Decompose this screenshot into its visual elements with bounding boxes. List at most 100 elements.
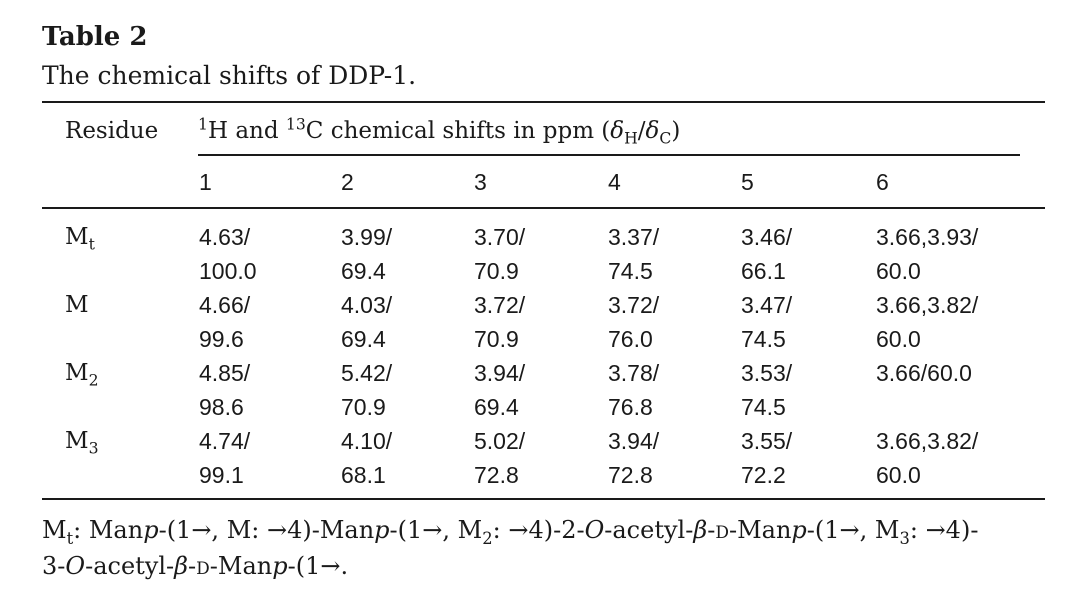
fn-a7-sub: 2	[482, 528, 493, 548]
residue-label: M3	[65, 424, 99, 458]
fn-b8: p	[272, 552, 288, 580]
fn-a1: M	[42, 516, 67, 544]
table-cell-h-shift: 3.66,3.82/	[876, 428, 979, 454]
residue-name: M	[65, 224, 89, 250]
table-cell-c-shift: 68.1	[341, 462, 386, 488]
table-cell-h-shift: 3.53/	[741, 360, 793, 386]
table-cell-h-shift: 4.85/	[199, 360, 251, 386]
table-cell-c-shift: 74.5	[608, 258, 653, 284]
delta-c: δ	[645, 118, 660, 144]
header-residue: Residue	[65, 118, 159, 144]
table-cell-c-shift: 76.0	[608, 326, 653, 352]
shift-close: )	[671, 118, 681, 144]
table-cell-h-shift: 3.72/	[474, 292, 526, 318]
table-cell-h-shift: 4.74/	[199, 428, 251, 454]
sup-1: 1	[198, 114, 208, 134]
fn-b5: -	[188, 552, 197, 580]
table-cell-c-shift: 74.5	[741, 394, 786, 420]
sub-c: C	[659, 128, 672, 148]
header-span-rule	[198, 154, 1020, 156]
residue-label: M	[65, 288, 89, 322]
fn-b7: -Man	[209, 552, 273, 580]
table-cell-h-shift: 4.63/	[199, 224, 251, 250]
fn-a8: : →4)-2-	[492, 516, 585, 544]
sub-h: H	[624, 128, 638, 148]
column-header-4: 4	[608, 169, 621, 195]
table-cell-c-shift: 76.8	[608, 394, 653, 420]
table-cell-c-shift: 70.9	[341, 394, 386, 420]
fn-b2: O	[65, 552, 86, 580]
table-cell-c-shift: 72.8	[608, 462, 653, 488]
table-cell-h-shift: 3.66/60.0	[876, 360, 972, 386]
shift-mid: C chemical shifts in ppm (	[305, 118, 611, 144]
residue-name: M	[65, 428, 89, 454]
fn-a9: O	[584, 516, 605, 544]
fn-b1: 3-	[42, 552, 66, 580]
residue-subscript: 3	[88, 438, 99, 458]
fn-a14: -Man	[728, 516, 792, 544]
fn-a2: : Man	[73, 516, 144, 544]
fn-b6: d	[196, 552, 210, 580]
column-header-2: 2	[341, 169, 354, 195]
fn-a1-sub: t	[66, 528, 74, 548]
table-cell-c-shift: 69.4	[341, 326, 386, 352]
table-cell-c-shift: 70.9	[474, 258, 519, 284]
residue-subscript: t	[88, 234, 95, 254]
table-cell-h-shift: 3.47/	[741, 292, 793, 318]
residue-name: M	[65, 360, 89, 386]
table-cell-c-shift: 60.0	[876, 258, 921, 284]
delta-h: δ	[610, 118, 625, 144]
table-cell-c-shift: 99.1	[199, 462, 244, 488]
table-cell-c-shift: 69.4	[341, 258, 386, 284]
header-bottom-rule	[42, 207, 1045, 209]
table-cell-h-shift: 4.10/	[341, 428, 393, 454]
slash: /	[637, 118, 646, 144]
table-cell-c-shift: 100.0	[199, 258, 257, 284]
residue-label: Mt	[65, 220, 95, 254]
table-caption: The chemical shifts of DDP-1.	[42, 61, 417, 90]
fn-a18: : →4)-	[909, 516, 979, 544]
table-cell-h-shift: 3.70/	[474, 224, 526, 250]
column-header-5: 5	[741, 169, 754, 195]
fn-b3: -acetyl-	[85, 552, 175, 580]
residue-label: M2	[65, 356, 99, 390]
fn-b4: β	[174, 552, 189, 580]
table-cell-h-shift: 3.72/	[608, 292, 660, 318]
table-footnote: Mt: Manp-(1→, M: →4)-Manp-(1→, M2: →4)-2…	[42, 512, 1052, 584]
table-cell-h-shift: 3.99/	[341, 224, 393, 250]
table-cell-c-shift: 66.1	[741, 258, 786, 284]
fn-a5: p	[374, 516, 390, 544]
table-cell-h-shift: 3.94/	[474, 360, 526, 386]
table-cell-c-shift: 99.6	[199, 326, 244, 352]
column-header-1: 1	[199, 169, 212, 195]
table-cell-h-shift: 4.03/	[341, 292, 393, 318]
fn-a3: p	[143, 516, 159, 544]
table-cell-h-shift: 4.66/	[199, 292, 251, 318]
table-cell-h-shift: 3.94/	[608, 428, 660, 454]
fn-a10: -acetyl-	[604, 516, 694, 544]
table-cell-c-shift: 69.4	[474, 394, 519, 420]
residue-name: M	[65, 292, 89, 318]
fn-a11: β	[693, 516, 708, 544]
table-title: Table 2	[42, 22, 148, 52]
table-cell-h-shift: 3.66,3.93/	[876, 224, 979, 250]
top-rule	[42, 101, 1045, 103]
shift-prefix: H and	[207, 118, 286, 144]
column-header-3: 3	[474, 169, 487, 195]
table-cell-c-shift: 72.2	[741, 462, 786, 488]
column-header-6: 6	[876, 169, 889, 195]
fn-a15: p	[791, 516, 807, 544]
fn-b9: -(1→.	[287, 552, 349, 580]
fn-a4: -(1→, M: →4)-Man	[158, 516, 375, 544]
residue-subscript: 2	[88, 370, 99, 390]
table-cell-h-shift: 3.46/	[741, 224, 793, 250]
table-cell-c-shift: 98.6	[199, 394, 244, 420]
table-cell-c-shift: 74.5	[741, 326, 786, 352]
sup-13: 13	[285, 114, 306, 134]
table-cell-h-shift: 3.37/	[608, 224, 660, 250]
table-cell-h-shift: 5.42/	[341, 360, 393, 386]
table-cell-c-shift: 70.9	[474, 326, 519, 352]
fn-a12: -	[707, 516, 716, 544]
fn-a16: -(1→, M	[806, 516, 900, 544]
table-cell-c-shift: 72.8	[474, 462, 519, 488]
